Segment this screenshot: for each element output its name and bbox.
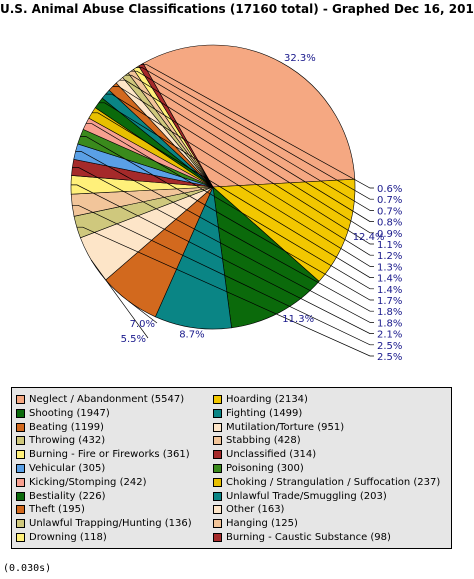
slice-percent-label: 32.3% — [284, 53, 316, 64]
legend-label: Hoarding (2134) — [226, 394, 308, 405]
legend-label: Unlawful Trade/Smuggling (203) — [226, 490, 387, 502]
leader-line — [71, 184, 374, 334]
legend-label: Beating (1199) — [29, 421, 104, 433]
pie-chart: 32.3%12.4%11.3%8.7%7.0%5.5%2.5%2.5%2.1%1… — [70, 44, 403, 363]
legend-swatch — [16, 436, 25, 446]
legend-label: Bestiality (226) — [29, 490, 106, 502]
slice-percent-label: 0.8% — [377, 218, 402, 229]
slice-percent-label: 2.5% — [377, 341, 402, 352]
leader-line — [140, 64, 374, 189]
slice-percent-label: 1.4% — [377, 274, 402, 285]
legend-swatch — [213, 422, 222, 432]
legend-swatch — [213, 491, 222, 501]
legend-swatch — [16, 491, 25, 501]
slice-percent-label: 1.1% — [377, 240, 402, 251]
leader-line — [128, 300, 158, 324]
legend-label: Neglect / Abandonment (5547) — [29, 394, 185, 405]
slice-percent-label: 1.2% — [377, 251, 402, 262]
percent-labels: 32.3%12.4%11.3%8.7%7.0%5.5%2.5%2.5%2.1%1… — [121, 53, 403, 363]
slice-percent-label: 2.1% — [377, 330, 402, 341]
leader-line — [91, 112, 374, 278]
legend-label: Hanging (125) — [226, 518, 298, 530]
leader-line — [80, 136, 374, 301]
leader-line — [130, 70, 374, 211]
legend-swatch — [213, 436, 222, 446]
legend-swatch — [16, 477, 25, 487]
render-time: (0.030s) — [3, 563, 52, 574]
legend: Neglect / Abandonment (5547) Hoarding (21… — [11, 387, 452, 549]
legend-swatch — [16, 395, 25, 404]
legend-label: Shooting (1947) — [29, 407, 110, 419]
chart-title: U.S. Animal Abuse Classifications (17160… — [0, 2, 474, 16]
legend-label: Poisoning (300) — [226, 463, 304, 474]
slice-percent-label: 1.3% — [377, 262, 402, 273]
leader-line — [119, 79, 374, 234]
pie-slices — [70, 44, 356, 330]
pie-slice — [212, 186, 320, 329]
leader-line — [72, 204, 374, 346]
legend-swatch — [16, 408, 25, 418]
legend-label: Choking / Strangulation / Suffocation (2… — [226, 476, 441, 488]
leader-line — [90, 259, 149, 339]
legend-label: Mutilation/Torture (951) — [226, 421, 345, 433]
leader-line — [72, 167, 374, 323]
slice-percent-label: 11.3% — [282, 314, 314, 325]
legend-label: Fighting (1499) — [226, 407, 303, 419]
legend-label: Other (163) — [226, 504, 285, 516]
leader-line — [112, 86, 374, 245]
legend-label: Kicking/Stomping (242) — [29, 476, 147, 488]
legend-label: Burning - Caustic Substance (98) — [226, 532, 391, 543]
legend-swatch — [213, 464, 222, 473]
legend-swatch — [213, 450, 222, 460]
slice-percent-label: 2.5% — [377, 352, 402, 363]
leader-lines — [71, 64, 374, 357]
slice-percent-label: 0.7% — [377, 195, 402, 206]
leader-line — [98, 102, 374, 267]
legend-label: Drowning (118) — [29, 532, 107, 543]
legend-swatch — [16, 450, 25, 460]
slice-percent-label: 0.9% — [377, 229, 402, 240]
legend-swatch — [16, 533, 25, 542]
leader-line — [85, 123, 374, 290]
legend-label: Theft (195) — [29, 504, 85, 516]
leader-line — [125, 74, 374, 222]
leader-line — [75, 151, 374, 312]
slice-percent-label: 0.6% — [377, 184, 402, 195]
legend-label: Vehicular (305) — [29, 463, 106, 474]
legend-label: Stabbing (428) — [226, 435, 301, 447]
pie-slice — [142, 44, 356, 188]
legend-swatch — [16, 464, 25, 473]
legend-swatch — [213, 408, 222, 418]
slice-percent-label: 1.7% — [377, 296, 402, 307]
legend-swatch — [16, 519, 25, 529]
legend-swatch — [213, 505, 222, 515]
pie-slice — [212, 178, 356, 282]
legend-label: Unclassified (314) — [226, 449, 317, 461]
legend-label: Throwing (432) — [29, 435, 106, 447]
slice-percent-label: 7.0% — [130, 319, 155, 330]
slice-percent-label: 1.4% — [377, 285, 402, 296]
legend-swatch — [213, 519, 222, 529]
legend-label: Unlawful Trapping/Hunting (136) — [29, 518, 192, 530]
leader-line — [76, 226, 374, 357]
slice-percent-label: 5.5% — [121, 334, 146, 345]
slice-percent-label: 1.8% — [377, 307, 402, 318]
leader-line — [105, 93, 374, 256]
leader-line — [136, 67, 374, 200]
legend-swatch — [213, 533, 222, 542]
legend-swatch — [213, 395, 222, 404]
pie-slice — [138, 63, 214, 188]
slice-percent-label: 8.7% — [179, 330, 204, 341]
legend-label: Burning - Fire or Fireworks (361) — [29, 449, 190, 461]
legend-swatch — [213, 477, 222, 487]
legend-swatch — [16, 422, 25, 432]
slice-percent-label: 12.4% — [353, 232, 385, 243]
slice-percent-label: 1.8% — [377, 318, 402, 329]
slice-percent-label: 0.7% — [377, 206, 402, 217]
legend-swatch — [16, 505, 25, 515]
